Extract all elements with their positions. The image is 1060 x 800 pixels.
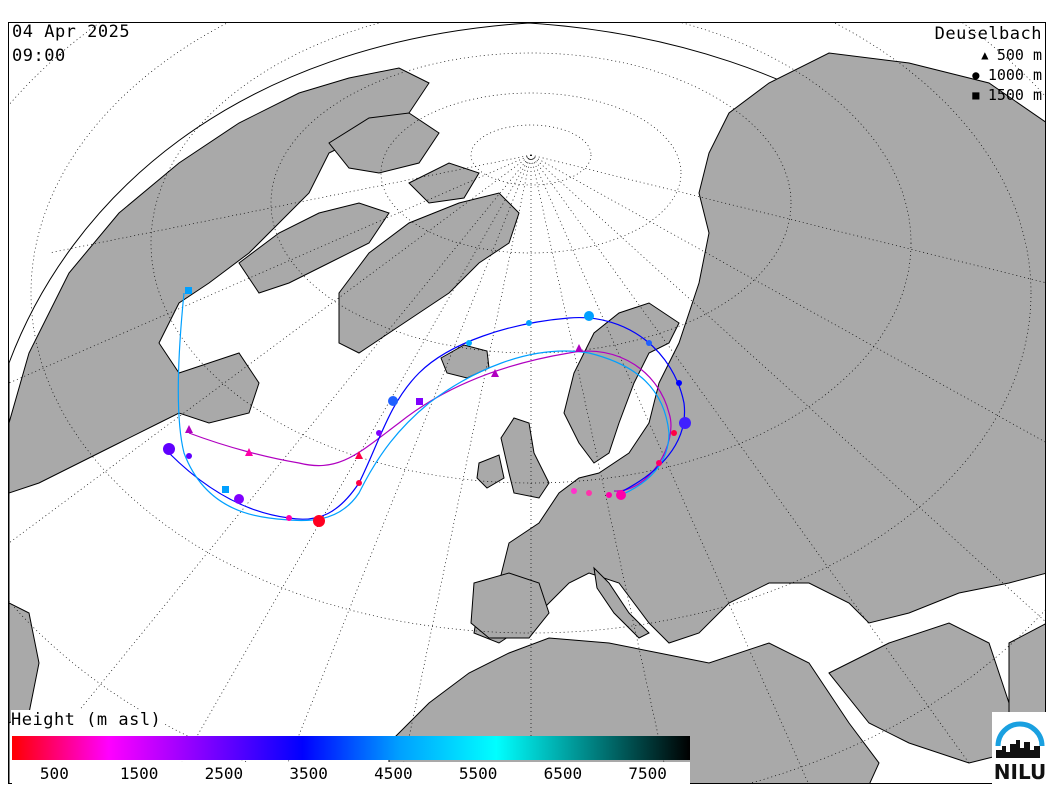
land-ireland — [476, 454, 505, 489]
legend-row-500m: ▲ 500 m — [979, 46, 1042, 64]
date-label: 04 Apr 2025 — [12, 22, 131, 42]
colorbar-tick-label: 3500 — [289, 764, 328, 783]
nilu-logo-text: NILU — [993, 760, 1047, 784]
colorbar-tick-label: 7500 — [628, 764, 667, 783]
colorbar-tick-label: 1500 — [119, 764, 159, 783]
land-north-america — [9, 67, 430, 494]
square-icon: ■ — [972, 88, 980, 102]
trajectory-points — [163, 287, 691, 527]
height-colorbar — [12, 736, 690, 760]
colorbar-tick-label: 4500 — [374, 764, 413, 783]
colorbar-ticks: 500 1500 2500 3500 4500 5500 6500 7500 — [12, 762, 690, 784]
legend-row-1500m: ■ 1500 m — [970, 86, 1042, 104]
triangle-icon: ▲ — [981, 48, 989, 62]
map-frame — [8, 22, 1046, 784]
time-label: 09:00 — [12, 46, 66, 66]
land-iberia — [470, 572, 550, 639]
nilu-logo: NILU — [992, 712, 1048, 786]
nilu-logo-icon — [995, 721, 1045, 758]
legend-row-1000m: ● 1000 m — [970, 66, 1042, 84]
colorbar-tick-label: 6500 — [543, 764, 583, 783]
land-italy — [593, 566, 650, 639]
trajectory-map — [9, 23, 1045, 783]
legend-label-1500m: 1500 m — [987, 86, 1042, 104]
circle-icon: ● — [972, 68, 980, 82]
land-arctic-islands — [238, 202, 390, 294]
trajectory-1500m — [177, 292, 670, 522]
trajectory-500m — [188, 350, 672, 492]
graticule — [9, 23, 1045, 783]
land-greenland — [338, 192, 520, 354]
colorbar-tick-label: 500 — [39, 764, 69, 783]
legend-label-500m: 500 m — [996, 46, 1042, 64]
land-uk — [500, 417, 550, 499]
colorbar-tick-label: 5500 — [458, 764, 498, 783]
station-name: Deuselbach — [934, 24, 1042, 44]
colorbar-tick-label: 2500 — [204, 764, 244, 783]
colorbar-title: Height (m asl) — [11, 710, 166, 730]
legend-label-1000m: 1000 m — [987, 66, 1042, 84]
